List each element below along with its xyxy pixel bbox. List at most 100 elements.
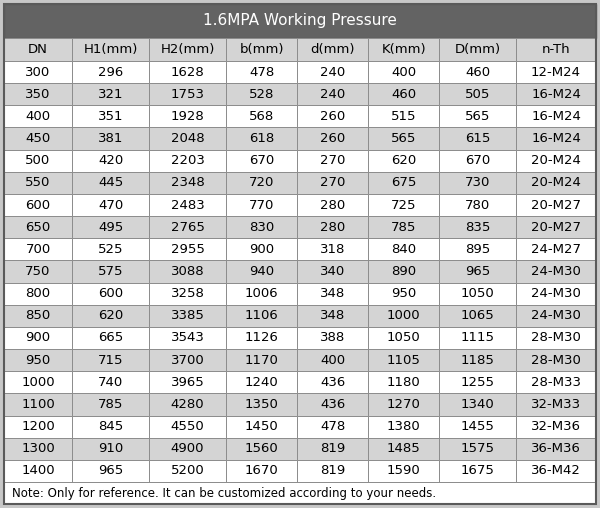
Text: 770: 770: [249, 199, 274, 211]
Bar: [4, 349, 72, 371]
Bar: [226, 128, 297, 150]
Text: 528: 528: [249, 88, 274, 101]
Bar: [439, 238, 516, 261]
Text: n-Th: n-Th: [542, 43, 571, 56]
Text: 318: 318: [320, 243, 345, 256]
Bar: [516, 393, 596, 416]
Text: 500: 500: [25, 154, 50, 167]
Text: 1255: 1255: [461, 376, 494, 389]
Bar: [72, 128, 149, 150]
Bar: [297, 172, 368, 194]
Bar: [149, 349, 226, 371]
Bar: [149, 216, 226, 238]
Bar: [4, 38, 72, 61]
Text: 965: 965: [465, 265, 490, 278]
Bar: [439, 38, 516, 61]
Text: 1485: 1485: [387, 442, 421, 455]
Bar: [439, 393, 516, 416]
Bar: [439, 61, 516, 83]
Bar: [149, 371, 226, 393]
Bar: [149, 238, 226, 261]
Bar: [439, 150, 516, 172]
Text: 1455: 1455: [461, 420, 494, 433]
Bar: [72, 305, 149, 327]
Text: 965: 965: [98, 464, 123, 478]
Bar: [439, 282, 516, 305]
Text: 1270: 1270: [386, 398, 421, 411]
Text: 420: 420: [98, 154, 123, 167]
Text: 1115: 1115: [461, 332, 494, 344]
Bar: [149, 105, 226, 128]
Text: 550: 550: [25, 176, 51, 189]
Bar: [72, 194, 149, 216]
Text: 478: 478: [249, 66, 274, 79]
Text: 565: 565: [391, 132, 416, 145]
Text: 2955: 2955: [170, 243, 205, 256]
Bar: [72, 282, 149, 305]
Bar: [149, 438, 226, 460]
Bar: [368, 371, 439, 393]
Text: 1450: 1450: [245, 420, 278, 433]
Text: 730: 730: [465, 176, 490, 189]
Bar: [368, 83, 439, 105]
Text: 900: 900: [25, 332, 50, 344]
Text: 3543: 3543: [170, 332, 205, 344]
Bar: [226, 393, 297, 416]
Bar: [226, 327, 297, 349]
Text: DN: DN: [28, 43, 48, 56]
Text: 240: 240: [320, 88, 345, 101]
Text: 3700: 3700: [170, 354, 205, 367]
Text: 1575: 1575: [461, 442, 494, 455]
Text: 3965: 3965: [170, 376, 205, 389]
Bar: [297, 282, 368, 305]
Bar: [516, 38, 596, 61]
Bar: [516, 282, 596, 305]
Bar: [226, 61, 297, 83]
Text: 20-M27: 20-M27: [531, 220, 581, 234]
Text: 1.6MPA Working Pressure: 1.6MPA Working Pressure: [203, 14, 397, 28]
Text: 400: 400: [320, 354, 345, 367]
Bar: [4, 261, 72, 282]
Bar: [368, 150, 439, 172]
Text: 525: 525: [98, 243, 124, 256]
Text: 28-M30: 28-M30: [531, 354, 581, 367]
Text: 495: 495: [98, 220, 123, 234]
Text: 20-M27: 20-M27: [531, 199, 581, 211]
Text: 1340: 1340: [461, 398, 494, 411]
Bar: [149, 305, 226, 327]
Text: 5200: 5200: [170, 464, 205, 478]
Text: 600: 600: [25, 199, 50, 211]
Text: 615: 615: [465, 132, 490, 145]
Text: 835: 835: [465, 220, 490, 234]
Text: 12-M24: 12-M24: [531, 66, 581, 79]
Text: 3385: 3385: [170, 309, 205, 322]
Text: 436: 436: [320, 376, 345, 389]
Bar: [368, 438, 439, 460]
Bar: [226, 172, 297, 194]
Bar: [439, 172, 516, 194]
Text: 24-M30: 24-M30: [531, 309, 581, 322]
Text: 28-M30: 28-M30: [531, 332, 581, 344]
Text: 436: 436: [320, 398, 345, 411]
Text: 900: 900: [249, 243, 274, 256]
Text: 780: 780: [465, 199, 490, 211]
Text: 1200: 1200: [21, 420, 55, 433]
Bar: [149, 327, 226, 349]
Text: 940: 940: [249, 265, 274, 278]
Text: 280: 280: [320, 220, 345, 234]
Bar: [297, 349, 368, 371]
Text: 400: 400: [25, 110, 50, 123]
Text: 515: 515: [391, 110, 416, 123]
Bar: [4, 238, 72, 261]
Bar: [4, 460, 72, 482]
Bar: [368, 128, 439, 150]
Bar: [439, 305, 516, 327]
Text: 348: 348: [320, 287, 345, 300]
Text: 1560: 1560: [245, 442, 278, 455]
Bar: [439, 371, 516, 393]
Bar: [368, 282, 439, 305]
Bar: [368, 416, 439, 438]
Bar: [4, 438, 72, 460]
Text: 750: 750: [25, 265, 51, 278]
Bar: [368, 105, 439, 128]
